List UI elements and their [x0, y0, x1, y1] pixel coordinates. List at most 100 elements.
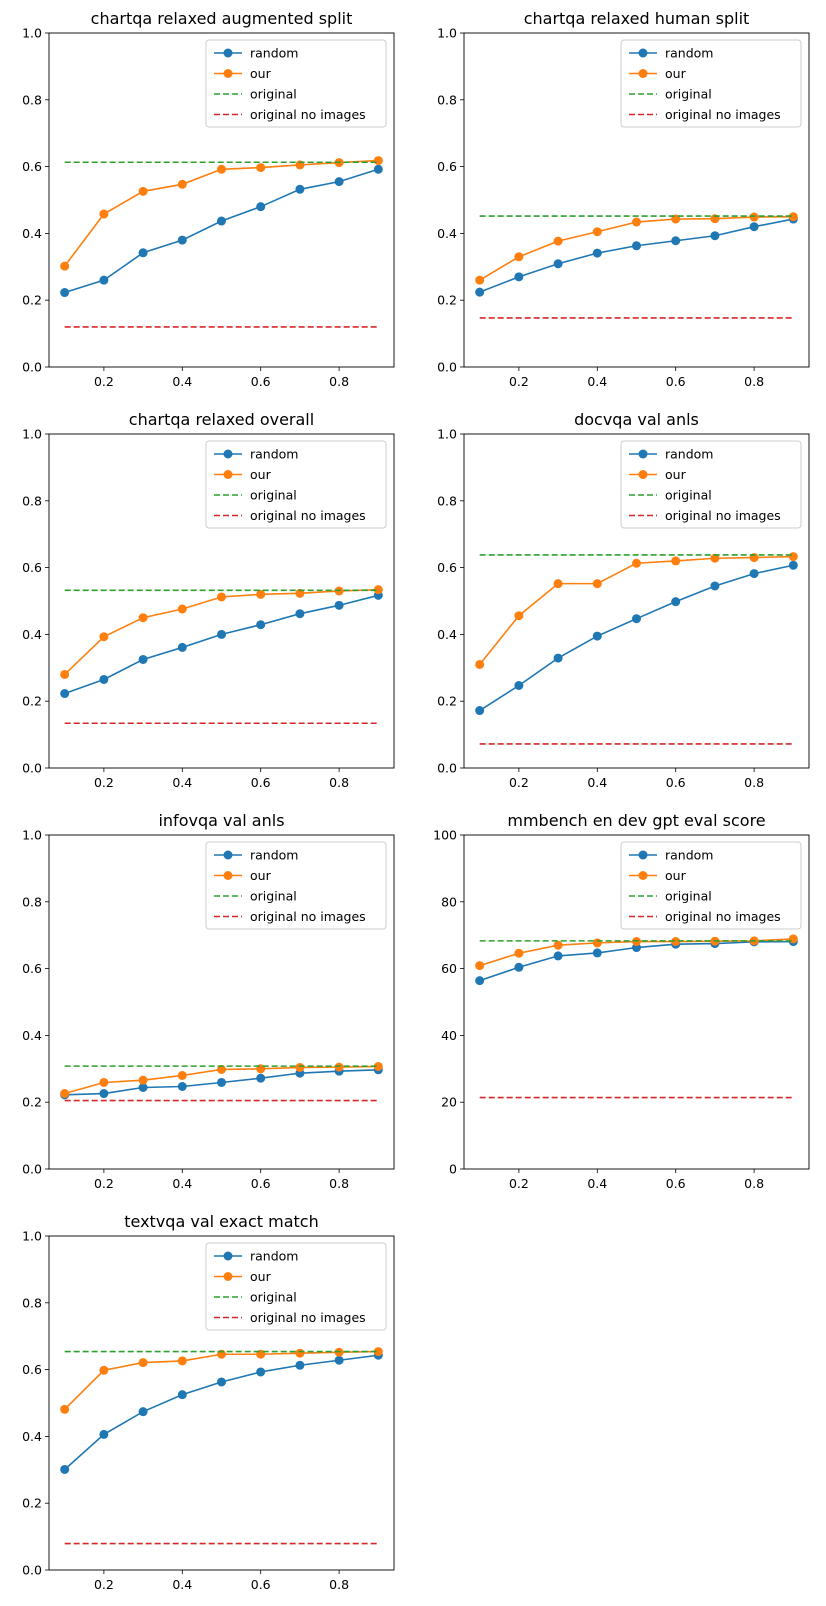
- data-point-our: [553, 940, 563, 950]
- data-point-random: [334, 600, 344, 610]
- legend-box: [620, 440, 802, 529]
- legend-marker: [638, 850, 648, 860]
- series-line-random: [479, 564, 794, 712]
- data-point-random: [475, 976, 485, 986]
- legend-label: original no images: [250, 107, 366, 122]
- y-tick-label: 0.6: [437, 560, 457, 575]
- data-point-our: [138, 1075, 148, 1085]
- legend-label: random: [665, 848, 713, 863]
- legend-marker: [638, 449, 648, 459]
- legend-box: [205, 39, 387, 128]
- chart-panel-7: textvqa val exact match 0.0 0.2 0.4 0.6 0.8 1.…: [22, 1212, 395, 1592]
- data-point-our: [592, 938, 602, 948]
- chart-title: docvqa val anls: [574, 410, 699, 429]
- data-point-our: [710, 553, 720, 563]
- y-tick-label: 0.8: [22, 1295, 42, 1310]
- data-point-random: [177, 235, 187, 245]
- x-tick-label: 0.2: [94, 1577, 114, 1592]
- data-point-our: [138, 186, 148, 196]
- axes-frame: [463, 32, 810, 368]
- data-point-our: [99, 209, 109, 219]
- legend-marker: [223, 850, 233, 860]
- data-point-our: [177, 1356, 187, 1366]
- y-tick-label: 0.8: [22, 92, 42, 107]
- data-point-our: [99, 1077, 109, 1087]
- x-tick-label: 0.2: [509, 374, 529, 389]
- legend-label: original: [250, 87, 297, 102]
- y-tick-label: 0.4: [437, 627, 457, 642]
- data-point-our: [632, 217, 641, 227]
- data-point-our: [334, 1062, 344, 1072]
- x-tick-label: 0.4: [587, 775, 607, 790]
- x-tick-label: 0.8: [329, 1176, 349, 1191]
- y-tick-label: 0.8: [437, 493, 457, 508]
- y-tick-label: 0.2: [22, 1095, 42, 1110]
- data-point-our: [671, 937, 681, 947]
- legend-marker: [223, 69, 233, 78]
- data-point-our: [592, 227, 602, 237]
- legend-marker: [223, 470, 233, 479]
- data-point-random: [749, 569, 759, 579]
- axes-frame: [48, 834, 395, 1170]
- axes-frame: [48, 1235, 395, 1571]
- legend-box: [620, 39, 802, 128]
- data-point-random: [671, 597, 681, 607]
- data-point-random: [256, 1073, 266, 1083]
- data-point-our: [177, 179, 187, 189]
- data-point-random: [671, 236, 681, 246]
- legend: random our original original no images: [205, 440, 387, 529]
- y-tick-label: 20: [441, 1095, 457, 1110]
- x-tick-label: 0.2: [509, 775, 529, 790]
- data-point-our: [256, 589, 266, 599]
- data-point-random: [514, 272, 524, 282]
- data-point-random: [553, 951, 563, 961]
- legend-box: [205, 1242, 387, 1331]
- data-point-our: [60, 1404, 70, 1414]
- y-tick-label: 0.0: [22, 761, 42, 776]
- y-tick-label: 0.0: [437, 761, 457, 776]
- data-point-random: [553, 653, 563, 663]
- data-point-random: [749, 222, 759, 232]
- legend-label: our: [250, 868, 272, 883]
- x-tick-label: 0.6: [251, 1176, 271, 1191]
- legend-label: our: [665, 868, 687, 883]
- x-tick-label: 0.8: [744, 1176, 764, 1191]
- chart-panel-6: mmbench en dev gpt eval score 0 20 40 60 80 10…: [433, 811, 810, 1191]
- legend: random our original original no images: [620, 39, 802, 128]
- y-tick-label: 0.2: [22, 694, 42, 709]
- data-point-random: [217, 216, 226, 226]
- data-point-random: [60, 1464, 70, 1474]
- data-point-our: [553, 236, 563, 246]
- legend-label: original no images: [250, 508, 366, 523]
- legend-label: original no images: [665, 508, 781, 523]
- legend-marker: [223, 449, 233, 459]
- data-point-random: [295, 1360, 305, 1370]
- x-tick-label: 0.8: [744, 775, 764, 790]
- x-tick-label: 0.4: [172, 374, 192, 389]
- data-point-random: [99, 674, 109, 684]
- data-point-random: [710, 581, 720, 591]
- data-point-random: [256, 620, 266, 630]
- x-tick-label: 0.6: [666, 775, 686, 790]
- data-point-random: [475, 287, 485, 297]
- y-tick-label: 60: [441, 961, 457, 976]
- y-tick-label: 0.2: [22, 293, 42, 308]
- data-point-random: [295, 184, 305, 194]
- chart-panel-1: chartqa relaxed augmented split 0.0 0.2 0.4…: [22, 9, 395, 389]
- legend: random our original original no images: [620, 440, 802, 529]
- data-point-our: [217, 164, 226, 174]
- data-point-random: [514, 962, 524, 972]
- legend-marker: [223, 48, 233, 58]
- data-point-our: [295, 1062, 305, 1072]
- x-tick-label: 0.4: [587, 374, 607, 389]
- data-point-our: [256, 163, 266, 173]
- data-point-random: [177, 642, 187, 652]
- y-tick-label: 1.0: [22, 26, 42, 41]
- legend-label: original: [665, 488, 712, 503]
- y-tick-label: 0.4: [22, 627, 42, 642]
- x-tick-label: 0.4: [172, 1577, 192, 1592]
- data-point-random: [514, 681, 524, 691]
- data-point-random: [138, 654, 148, 664]
- chart-title: chartqa relaxed augmented split: [91, 9, 353, 28]
- legend-label: original: [665, 889, 712, 904]
